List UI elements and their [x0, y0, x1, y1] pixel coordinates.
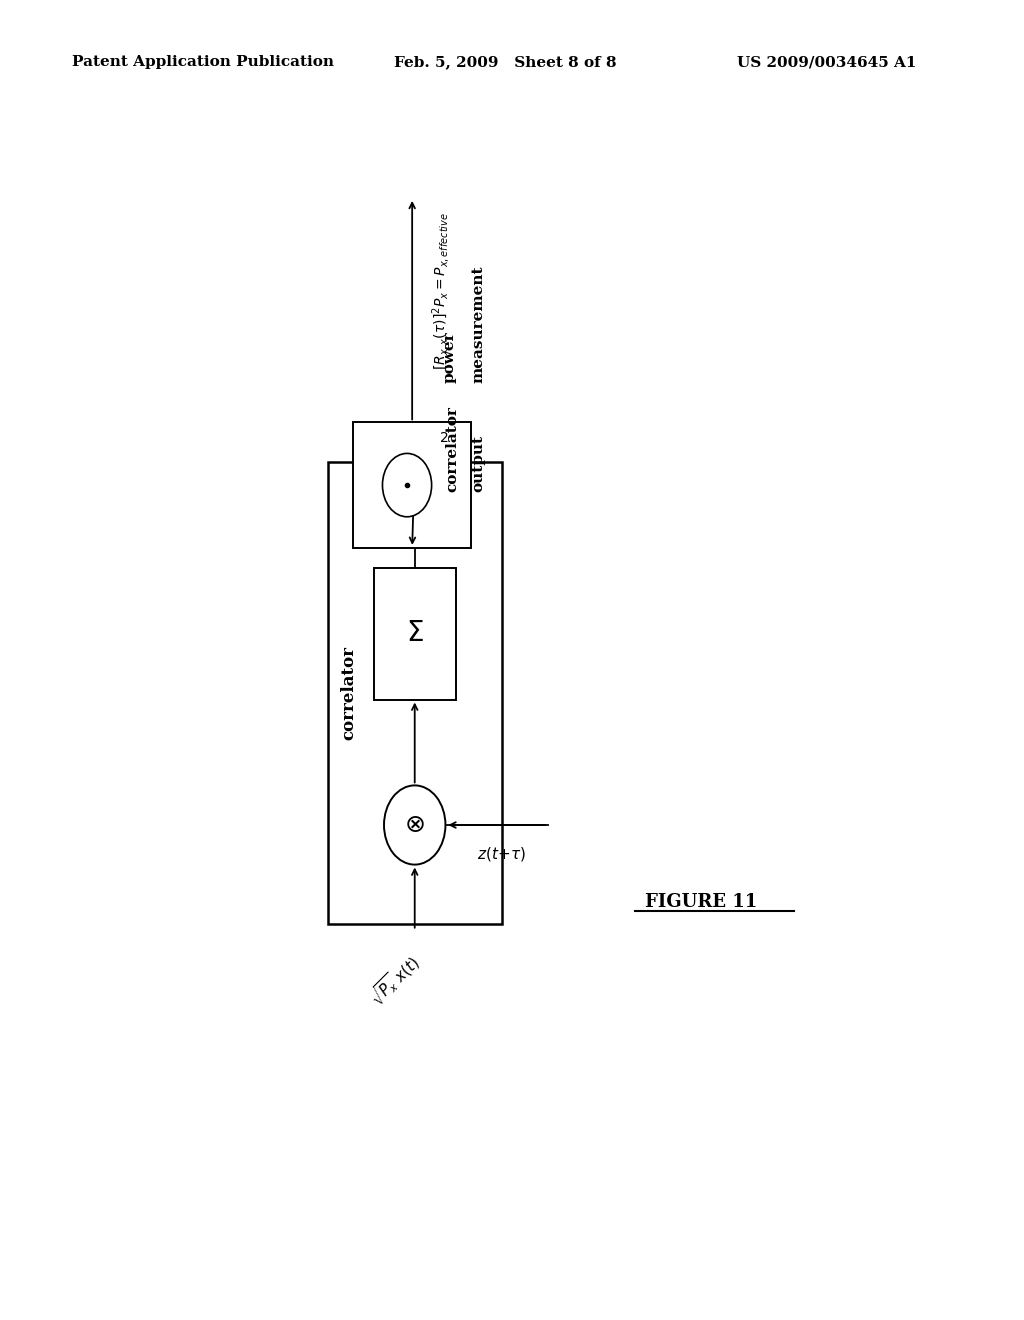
- Text: US 2009/0034645 A1: US 2009/0034645 A1: [737, 55, 916, 70]
- Text: power: power: [442, 331, 457, 383]
- Text: FIGURE 11: FIGURE 11: [645, 892, 758, 911]
- Circle shape: [384, 785, 445, 865]
- Text: Feb. 5, 2009   Sheet 8 of 8: Feb. 5, 2009 Sheet 8 of 8: [394, 55, 616, 70]
- Text: $\left[R_{x,x}(\tau)\right]^2 P_x = P_{x,effective}$: $\left[R_{x,x}(\tau)\right]^2 P_x = P_{x…: [430, 211, 453, 370]
- Bar: [328, 462, 502, 924]
- Text: correlator: correlator: [340, 645, 357, 741]
- Text: $\sqrt{P_x}\,x(t)$: $\sqrt{P_x}\,x(t)$: [365, 950, 424, 1010]
- Bar: [353, 422, 471, 548]
- Bar: [374, 568, 456, 700]
- Text: $\otimes$: $\otimes$: [404, 813, 425, 837]
- Text: $\Sigma$: $\Sigma$: [406, 620, 424, 647]
- Text: correlator: correlator: [445, 405, 460, 492]
- Text: Patent Application Publication: Patent Application Publication: [72, 55, 334, 70]
- Text: $z(t\!+\!\tau)$: $z(t\!+\!\tau)$: [477, 845, 526, 863]
- Text: measurement: measurement: [471, 265, 485, 383]
- Text: output: output: [471, 434, 485, 492]
- Text: 2: 2: [440, 432, 449, 446]
- Circle shape: [382, 454, 432, 516]
